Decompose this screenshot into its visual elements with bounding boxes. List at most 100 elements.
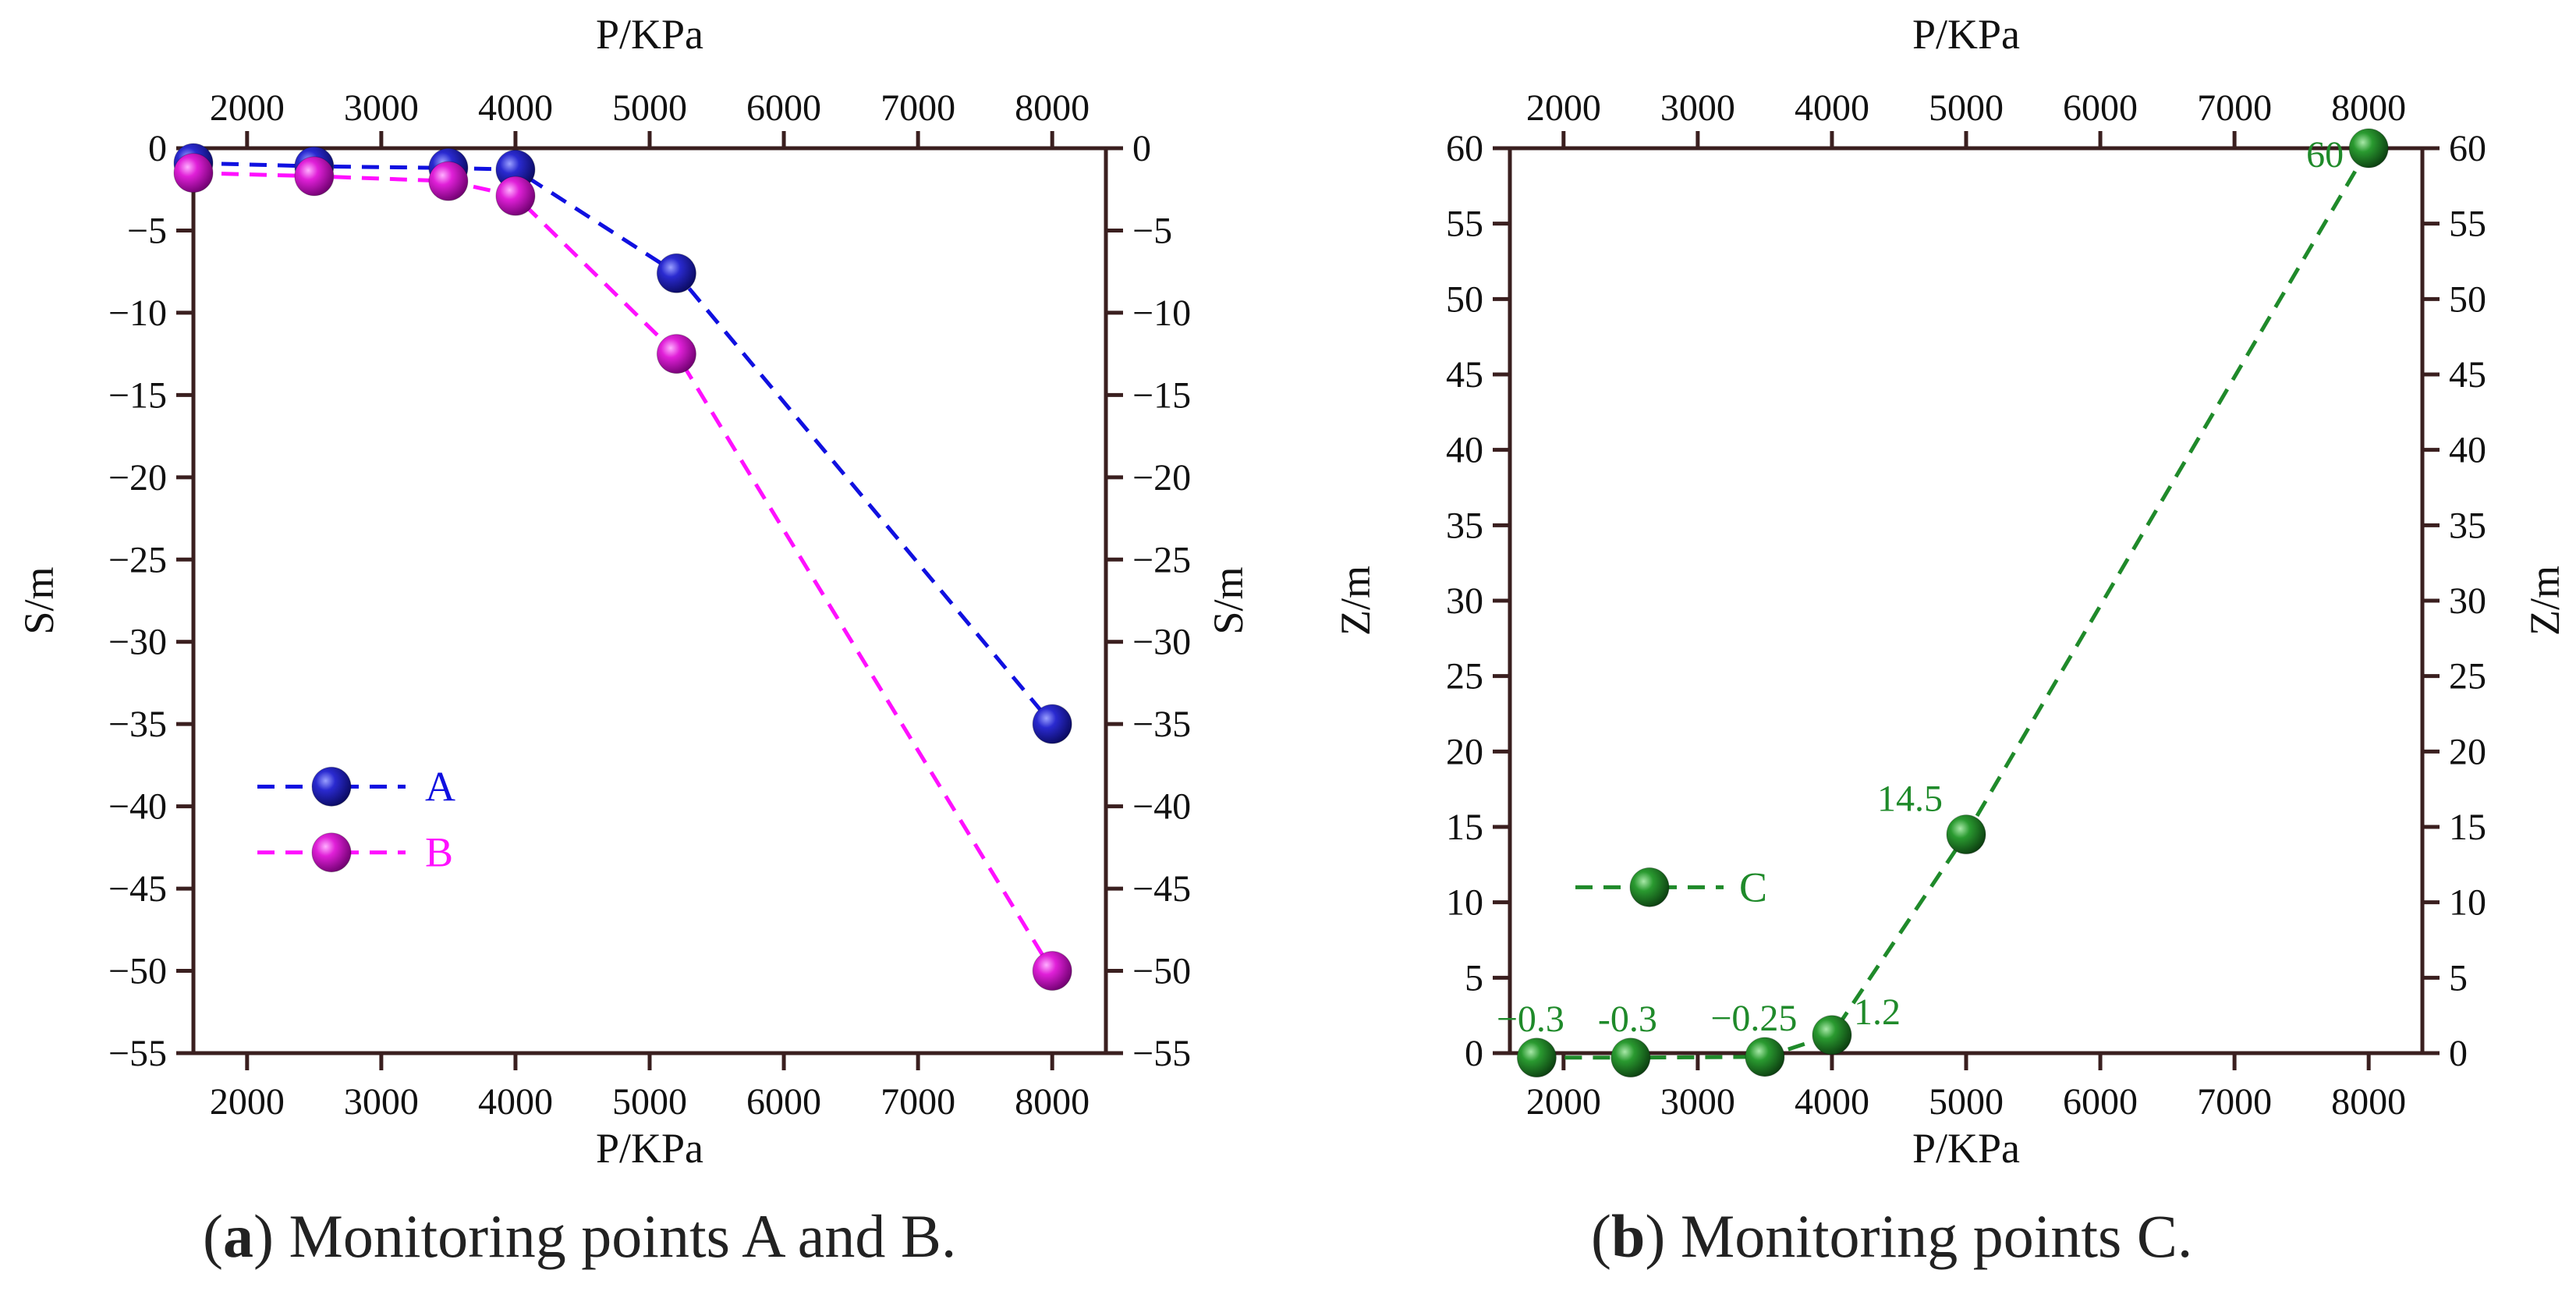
data-label-C: −0.25	[1710, 998, 1797, 1039]
x-tick-label-top: 5000	[612, 87, 687, 129]
y-tick-label-left: −25	[108, 539, 167, 580]
y-tick-label-left: 10	[1446, 882, 1483, 924]
y-tick-label-left: 25	[1446, 656, 1483, 697]
data-point-C	[1812, 1015, 1852, 1055]
y-tick-label-left: −40	[108, 786, 167, 828]
data-label-C: 60	[2306, 134, 2344, 176]
y-axis-title-right: Z/m	[2521, 566, 2568, 636]
x-tick-label-top: 3000	[1660, 87, 1735, 129]
x-tick-label-bottom: 7000	[2197, 1081, 2272, 1123]
data-label-C: 1.2	[1854, 992, 1901, 1033]
y-tick-label-right: −50	[1132, 951, 1191, 992]
data-point-C	[1516, 1038, 1557, 1078]
x-tick-label-top: 4000	[478, 87, 553, 129]
y-tick-label-right: 60	[2449, 128, 2486, 169]
y-tick-label-left: 5	[1465, 957, 1483, 999]
legend-marker-A	[311, 766, 352, 807]
y-tick-label-right: 50	[2449, 278, 2486, 320]
y-tick-label-right: 20	[2449, 731, 2486, 772]
y-tick-label-left: −55	[108, 1033, 167, 1074]
legend-marker-C	[1629, 867, 1670, 907]
chart-panel-a: 2000 2000 3000 3000 4000 4000 5000 5000 6000 6000…	[16, 11, 1252, 1172]
x-tick-label-bottom: 5000	[1929, 1081, 2004, 1123]
y-tick-label-right: −45	[1132, 868, 1191, 910]
y-tick-label-right: 5	[2449, 957, 2468, 999]
legend-label-B: B	[425, 829, 453, 876]
x-tick-label-top: 7000	[881, 87, 955, 129]
x-tick-label-top: 6000	[2063, 87, 2138, 129]
caption-b-open: (	[1591, 1202, 1611, 1270]
x-tick-label-bottom: 2000	[1526, 1081, 1601, 1123]
x-tick-label-top: 6000	[746, 87, 821, 129]
y-tick-label-left: 0	[148, 128, 167, 169]
y-axis-title-left: S/m	[16, 566, 62, 634]
x-axis-title-top: P/KPa	[1912, 11, 2020, 58]
y-tick-label-left: 60	[1446, 128, 1483, 169]
plot-frame	[1508, 146, 2425, 1055]
y-tick-label-left: −15	[108, 374, 167, 416]
y-tick-label-left: 50	[1446, 278, 1483, 320]
x-tick-label-top: 2000	[210, 87, 285, 129]
data-point-B	[1032, 951, 1072, 992]
chart-panel-b: 2000200030003000400040005000500060006000…	[1332, 11, 2568, 1172]
plot-frame	[191, 146, 1108, 1055]
caption-a-open: (	[203, 1202, 223, 1270]
legend-label-A: A	[425, 763, 455, 810]
x-tick-label-bottom: 4000	[478, 1081, 553, 1123]
legend-marker-B	[311, 832, 352, 873]
caption-a-text: ) Monitoring points A and B.	[253, 1202, 957, 1270]
y-tick-label-left: 15	[1446, 807, 1483, 848]
x-tick-label-top: 7000	[2197, 87, 2272, 129]
y-tick-label-left: −35	[108, 704, 167, 745]
x-tick-label-bottom: 6000	[2063, 1081, 2138, 1123]
y-tick-label-left: −10	[108, 293, 167, 334]
y-axis-title-right: S/m	[1205, 566, 1252, 634]
y-tick-label-right: −15	[1132, 374, 1191, 416]
y-tick-label-left: 35	[1446, 505, 1483, 546]
x-tick-label-top: 3000	[344, 87, 419, 129]
y-tick-label-right: −40	[1132, 786, 1191, 828]
x-tick-label-bottom: 5000	[612, 1081, 687, 1123]
y-tick-label-left: −30	[108, 622, 167, 663]
y-tick-label-right: 0	[2449, 1033, 2468, 1074]
y-tick-label-right: −10	[1132, 293, 1191, 334]
y-tick-label-right: 0	[1132, 128, 1151, 169]
x-axis-title-bottom: P/KPa	[1912, 1125, 2020, 1172]
series-line-C	[1536, 147, 2371, 1060]
caption-b: (b) Monitoring points C.	[1591, 1201, 2527, 1287]
y-tick-label-left: 0	[1465, 1033, 1483, 1074]
data-label-C: 14.5	[1877, 779, 1943, 820]
y-tick-label-left: 30	[1446, 580, 1483, 622]
y-tick-label-left: 45	[1446, 354, 1483, 396]
series-line-A	[193, 161, 1054, 725]
data-point-B	[428, 161, 469, 201]
y-tick-label-right: 45	[2449, 354, 2486, 396]
x-tick-label-bottom: 3000	[344, 1081, 419, 1123]
data-point-B	[173, 153, 214, 193]
data-point-C	[2348, 128, 2389, 169]
y-tick-label-right: −5	[1132, 210, 1172, 251]
x-tick-label-bottom: 8000	[1015, 1081, 1090, 1123]
y-tick-label-left: −50	[108, 951, 167, 992]
x-tick-label-top: 2000	[1526, 87, 1601, 129]
y-tick-label-left: 20	[1446, 731, 1483, 772]
y-tick-label-right: 35	[2449, 505, 2486, 546]
y-tick-label-left: −45	[108, 868, 167, 910]
x-tick-label-bottom: 2000	[210, 1081, 285, 1123]
y-tick-label-right: −35	[1132, 704, 1191, 745]
x-tick-label-top: 8000	[1015, 87, 1090, 129]
x-tick-label-top: 8000	[2331, 87, 2406, 129]
data-label-C: −0.3	[1497, 999, 1564, 1040]
y-tick-label-right: −30	[1132, 622, 1191, 663]
y-tick-label-left: −20	[108, 457, 167, 498]
y-tick-label-left: −5	[127, 210, 167, 251]
y-tick-label-right: 30	[2449, 580, 2486, 622]
x-tick-label-top: 5000	[1929, 87, 2004, 129]
y-tick-label-right: 15	[2449, 807, 2486, 848]
data-point-B	[495, 176, 536, 216]
x-tick-label-bottom: 8000	[2331, 1081, 2406, 1123]
y-tick-label-right: 25	[2449, 656, 2486, 697]
y-tick-label-left: 40	[1446, 430, 1483, 471]
